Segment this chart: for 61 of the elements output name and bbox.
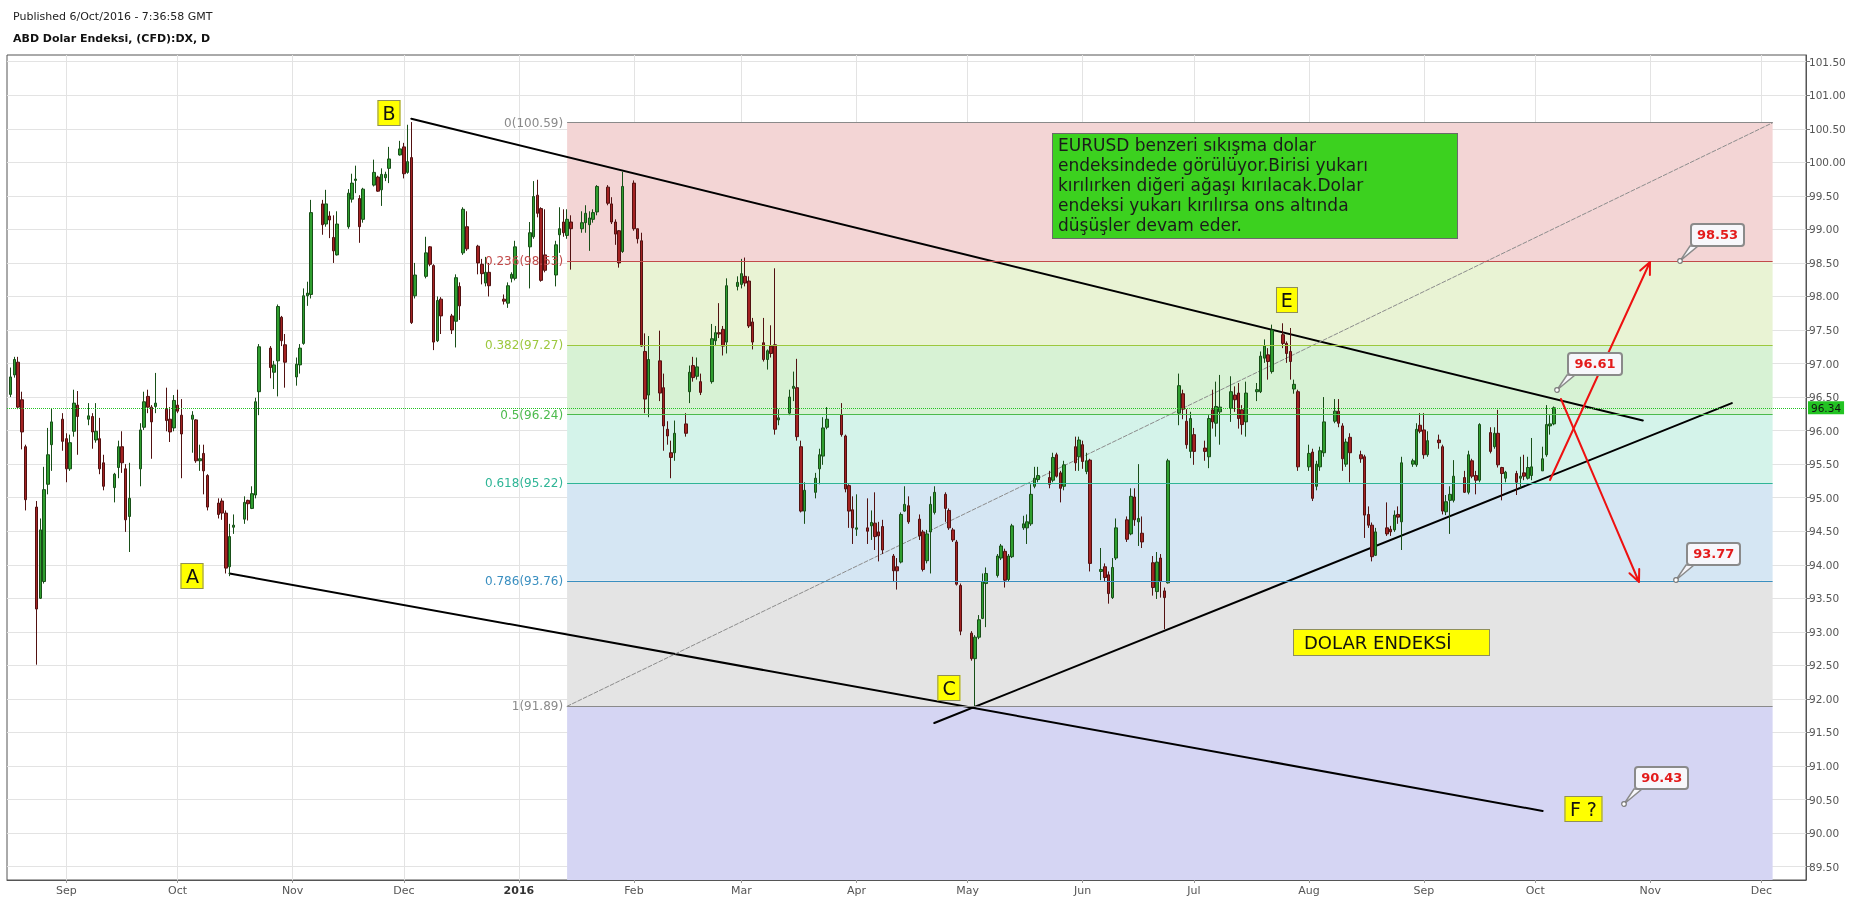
y-tick-label: 101.50 — [1809, 55, 1846, 68]
annotation: DOLAR ENDEKSİ — [1293, 629, 1490, 656]
ref-line-label: 0(100.59) — [504, 115, 564, 130]
annotation: EURUSD benzeri sıkışma dolar endeksindede görülüyor.Birisi yukarı kırılırken diğeri ağaşı kırılacak.Dolar endeksi yukarı kırılırsa ons altında düşüşler devam eder. — [1057, 134, 1369, 237]
ref-line-label: 0.786(93.76) — [485, 573, 564, 588]
x-tick-label: Aug — [1298, 884, 1320, 897]
annotation: 90.43 — [1634, 766, 1690, 791]
y-tick-label: 94.50 — [1809, 525, 1840, 538]
annotation: 93.77 — [1686, 542, 1742, 567]
y-tick-label: 89.50 — [1809, 860, 1840, 873]
y-tick-label: 96.50 — [1809, 391, 1840, 404]
x-tick-label: Mar — [731, 884, 753, 897]
annotation: 98.53 — [1689, 222, 1745, 247]
y-tick-label: 91.00 — [1809, 759, 1840, 772]
y-tick-label: 92.50 — [1809, 659, 1840, 672]
y-tick-label: 97.50 — [1809, 324, 1840, 336]
ref-line-label: 0.382(97.27) — [485, 338, 564, 353]
annotation: E — [1275, 287, 1298, 314]
y-tick-label: 100.00 — [1809, 156, 1846, 169]
x-tick-label: Nov — [281, 884, 304, 897]
chart-subtitle: Published 6/Oct/2016 - 7:36:58 GMT — [13, 10, 213, 24]
y-tick-label: 95.00 — [1809, 491, 1840, 504]
y-tick-label: 92.00 — [1809, 692, 1840, 705]
annotation: A — [180, 563, 204, 590]
y-tick-label: 96.00 — [1809, 424, 1840, 437]
y-tick-label: 99.00 — [1809, 223, 1840, 236]
annotation: F ? — [1564, 795, 1602, 822]
x-tick-label: May — [956, 884, 980, 897]
x-tick-label: Feb — [624, 884, 644, 897]
y-tick-label: 94.00 — [1809, 558, 1840, 571]
y-tick-label: 100.50 — [1809, 122, 1846, 135]
x-tick-label: Sep — [55, 884, 77, 897]
ref-line-label: 0.618(95.22) — [485, 475, 564, 490]
ref-line-label: 1(91.89) — [511, 699, 564, 714]
x-tick-label: Oct — [168, 884, 188, 897]
y-tick-label: 91.50 — [1809, 726, 1840, 739]
y-tick-label: 99.50 — [1809, 189, 1840, 202]
x-tick-label: Jun — [1073, 884, 1092, 897]
annotation: C — [937, 675, 961, 702]
y-tick-label: 90.50 — [1809, 793, 1840, 806]
annotation: B — [377, 99, 401, 126]
x-tick-label: Sep — [1413, 884, 1435, 897]
y-tick-label: 98.50 — [1809, 256, 1840, 269]
y-tick-label: 98.00 — [1809, 290, 1840, 303]
x-tick-label: Apr — [846, 884, 867, 897]
x-tick-label: Oct — [1525, 884, 1546, 897]
y-tick-label: 101.00 — [1809, 89, 1846, 102]
x-tick-label: Jul — [1186, 884, 1201, 897]
y-tick-label: 90.00 — [1809, 827, 1840, 840]
annotation: 96.61 — [1567, 351, 1623, 376]
x-tick-label: Nov — [1639, 884, 1662, 897]
ref-line-label: 0.5(96.24) — [500, 407, 564, 422]
y-tick-label: 93.50 — [1809, 592, 1840, 605]
y-tick-label: 97.00 — [1809, 357, 1840, 370]
y-tick-label: 95.50 — [1809, 458, 1840, 471]
y-tick-label: 93.00 — [1809, 625, 1840, 638]
x-tick-label: 2016 — [503, 884, 535, 897]
x-tick-label: Dec — [393, 884, 415, 897]
x-tick-label: Dec — [1750, 884, 1773, 897]
ref-line-label: 96.34 — [1811, 401, 1842, 414]
chart-title: ABD Dolar Endeksi, (CFD):DX, D — [13, 32, 211, 46]
